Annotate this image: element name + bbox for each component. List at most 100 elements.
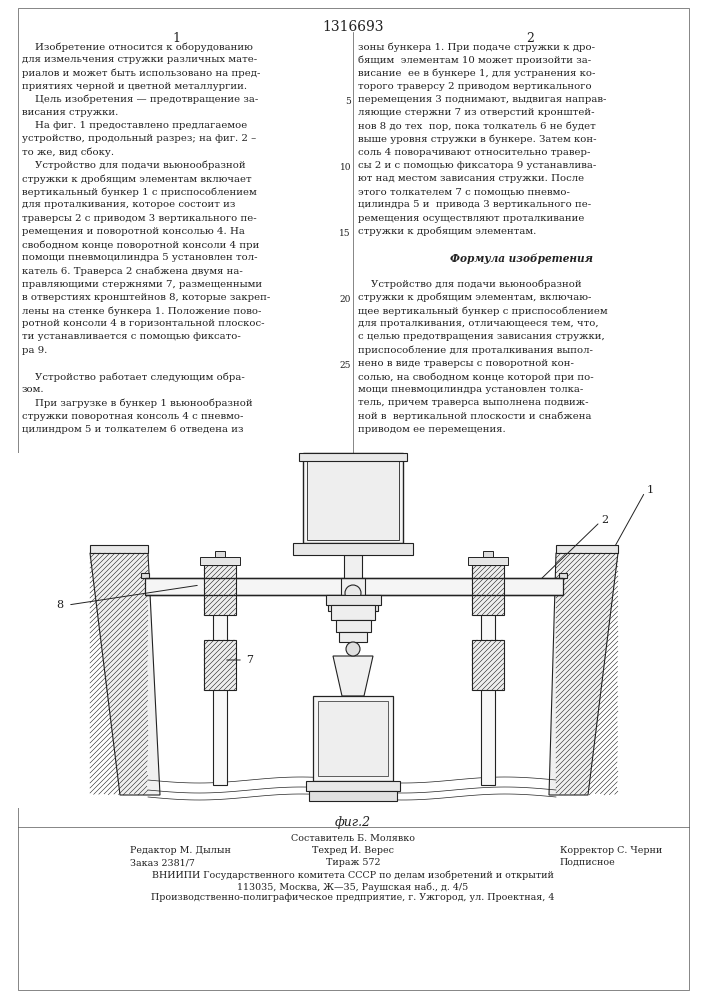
Bar bbox=[559, 573, 567, 578]
Text: торого траверсу 2 приводом вертикального: торого траверсу 2 приводом вертикального bbox=[358, 82, 592, 91]
Text: катель 6. Траверса 2 снабжена двумя на-: катель 6. Траверса 2 снабжена двумя на- bbox=[22, 266, 243, 276]
Text: риалов и может быть использовано на пред-: риалов и может быть использовано на пред… bbox=[22, 68, 260, 78]
Bar bbox=[200, 557, 240, 565]
Text: висание  ее в бункере 1, для устранения ко-: висание ее в бункере 1, для устранения к… bbox=[358, 68, 595, 78]
Text: стружки к дробящим элементам, включаю-: стружки к дробящим элементам, включаю- bbox=[358, 293, 591, 302]
Text: нено в виде траверсы с поворотной кон-: нено в виде траверсы с поворотной кон- bbox=[358, 359, 574, 368]
Text: для проталкивания, отличающееся тем, что,: для проталкивания, отличающееся тем, что… bbox=[358, 319, 599, 328]
Text: ремещения и поворотной консолью 4. На: ремещения и поворотной консолью 4. На bbox=[22, 227, 245, 236]
Bar bbox=[344, 555, 362, 585]
Text: 10: 10 bbox=[339, 163, 351, 172]
Text: Тираж 572: Тираж 572 bbox=[326, 858, 380, 867]
Text: перемещения 3 поднимают, выдвигая направ-: перемещения 3 поднимают, выдвигая направ… bbox=[358, 95, 607, 104]
Text: 5: 5 bbox=[345, 97, 351, 106]
Circle shape bbox=[345, 585, 361, 601]
Text: ляющие стержни 7 из отверстий кронштей-: ляющие стержни 7 из отверстий кронштей- bbox=[358, 108, 595, 117]
Text: ти устанавливается с помощью фиксато-: ти устанавливается с помощью фиксато- bbox=[22, 332, 241, 341]
Text: тель, причем траверса выполнена подвиж-: тель, причем траверса выполнена подвиж- bbox=[358, 398, 588, 407]
Text: правляющими стержнями 7, размещенными: правляющими стержнями 7, размещенными bbox=[22, 280, 262, 289]
Text: свободном конце поворотной консоли 4 при: свободном конце поворотной консоли 4 при bbox=[22, 240, 259, 249]
Text: цилиндра 5 и  привода 3 вертикального пе-: цилиндра 5 и привода 3 вертикального пе- bbox=[358, 200, 591, 209]
Text: приводом ее перемещения.: приводом ее перемещения. bbox=[358, 425, 506, 434]
Bar bbox=[293, 543, 413, 555]
Text: Устройство для подачи вьюнообразной: Устройство для подачи вьюнообразной bbox=[358, 280, 582, 289]
Bar bbox=[339, 632, 367, 642]
Text: 20: 20 bbox=[339, 295, 351, 304]
Text: ной в  вертикальной плоскости и снабжена: ной в вертикальной плоскости и снабжена bbox=[358, 412, 592, 421]
Text: 2: 2 bbox=[602, 515, 609, 525]
Text: Техред И. Верес: Техред И. Верес bbox=[312, 846, 394, 855]
Text: нов 8 до тех  пор, пока толкатель 6 не будет: нов 8 до тех пор, пока толкатель 6 не бу… bbox=[358, 121, 596, 131]
Text: фиг.2: фиг.2 bbox=[335, 816, 371, 829]
Text: с целью предотвращения зависания стружки,: с целью предотвращения зависания стружки… bbox=[358, 332, 604, 341]
Text: сы 2 и с помощью фиксатора 9 устанавлива-: сы 2 и с помощью фиксатора 9 устанавлива… bbox=[358, 161, 596, 170]
Text: ют над местом зависания стружки. После: ют над местом зависания стружки. После bbox=[358, 174, 584, 183]
Text: щее вертикальный бункер с приспособлением: щее вертикальный бункер с приспособление… bbox=[358, 306, 607, 316]
Text: Формула изобретения: Формула изобретения bbox=[450, 253, 592, 264]
Bar bbox=[213, 575, 227, 785]
Bar bbox=[481, 575, 495, 785]
Bar bbox=[204, 640, 236, 690]
Bar bbox=[326, 595, 381, 605]
Bar bbox=[336, 620, 371, 632]
Text: Цель изобретения — предотвращение за-: Цель изобретения — предотвращение за- bbox=[22, 95, 258, 104]
Bar bbox=[215, 551, 225, 557]
Bar bbox=[204, 565, 236, 615]
Text: 113035, Москва, Ж—35, Раушская наб., д. 4/5: 113035, Москва, Ж—35, Раушская наб., д. … bbox=[238, 882, 469, 892]
Bar bbox=[341, 578, 365, 611]
Text: Составитель Б. Молявко: Составитель Б. Молявко bbox=[291, 834, 415, 843]
Text: соль 4 поворачивают относительно травер-: соль 4 поворачивают относительно травер- bbox=[358, 148, 590, 157]
Bar bbox=[328, 601, 378, 611]
Polygon shape bbox=[549, 553, 618, 795]
Text: зоны бункера 1. При подаче стружки к дро-: зоны бункера 1. При подаче стружки к дро… bbox=[358, 42, 595, 51]
Text: устройство, продольный разрез; на фиг. 2 –: устройство, продольный разрез; на фиг. 2… bbox=[22, 134, 256, 143]
Bar bbox=[145, 578, 563, 595]
Text: висания стружки.: висания стружки. bbox=[22, 108, 118, 117]
Text: Подписное: Подписное bbox=[560, 858, 616, 867]
Bar bbox=[307, 456, 399, 540]
Text: Заказ 2381/7: Заказ 2381/7 bbox=[130, 858, 195, 867]
Bar bbox=[313, 696, 393, 781]
Bar bbox=[468, 557, 508, 565]
Text: стружки к дробящим элементам включает: стружки к дробящим элементам включает bbox=[22, 174, 252, 184]
Bar bbox=[331, 605, 375, 620]
Text: ротной консоли 4 в горизонтальной плоскос-: ротной консоли 4 в горизонтальной плоско… bbox=[22, 319, 264, 328]
Text: 1: 1 bbox=[172, 32, 180, 45]
Text: Производственно-полиграфическое предприятие, г. Ужгород, ул. Проектная, 4: Производственно-полиграфическое предприя… bbox=[151, 893, 555, 902]
Polygon shape bbox=[333, 656, 373, 696]
Bar bbox=[303, 453, 403, 543]
Text: ра 9.: ра 9. bbox=[22, 346, 47, 355]
Text: 1316693: 1316693 bbox=[322, 20, 384, 34]
Text: то же, вид сбоку.: то же, вид сбоку. bbox=[22, 148, 114, 157]
Bar bbox=[483, 551, 493, 557]
Text: для измельчения стружки различных мате-: для измельчения стружки различных мате- bbox=[22, 55, 257, 64]
Text: стружки к дробящим элементам.: стружки к дробящим элементам. bbox=[358, 227, 537, 236]
Text: 15: 15 bbox=[339, 229, 351, 238]
Bar bbox=[306, 781, 400, 791]
Text: вертикальный бункер 1 с приспособлением: вертикальный бункер 1 с приспособлением bbox=[22, 187, 257, 197]
Text: солью, на свободном конце которой при по-: солью, на свободном конце которой при по… bbox=[358, 372, 594, 381]
Text: Корректор С. Черни: Корректор С. Черни bbox=[560, 846, 662, 855]
Text: приятиях черной и цветной металлургии.: приятиях черной и цветной металлургии. bbox=[22, 82, 247, 91]
Text: Редактор М. Дылын: Редактор М. Дылын bbox=[130, 846, 231, 855]
Bar bbox=[299, 453, 407, 461]
Text: 1: 1 bbox=[646, 485, 653, 495]
Bar bbox=[18, 453, 689, 808]
Text: ремещения осуществляют проталкивание: ремещения осуществляют проталкивание bbox=[358, 214, 585, 223]
Text: 7: 7 bbox=[247, 655, 254, 665]
Text: ВНИИПИ Государственного комитета СССР по делам изобретений и открытий: ВНИИПИ Государственного комитета СССР по… bbox=[152, 871, 554, 880]
Text: этого толкателем 7 с помощью пневмо-: этого толкателем 7 с помощью пневмо- bbox=[358, 187, 570, 196]
Bar bbox=[472, 640, 504, 690]
Text: 2: 2 bbox=[526, 32, 534, 45]
Text: выше уровня стружки в бункере. Затем кон-: выше уровня стружки в бункере. Затем кон… bbox=[358, 134, 597, 144]
Bar bbox=[141, 573, 149, 578]
Text: 8: 8 bbox=[57, 600, 64, 610]
Text: для проталкивания, которое состоит из: для проталкивания, которое состоит из bbox=[22, 200, 235, 209]
Text: 25: 25 bbox=[339, 361, 351, 370]
Text: стружки поворотная консоль 4 с пневмо-: стружки поворотная консоль 4 с пневмо- bbox=[22, 412, 243, 421]
Text: При загрузке в бункер 1 вьюнообразной: При загрузке в бункер 1 вьюнообразной bbox=[22, 398, 252, 408]
Text: приспособление для проталкивания выпол-: приспособление для проталкивания выпол- bbox=[358, 346, 593, 355]
Text: помощи пневмоцилиндра 5 установлен тол-: помощи пневмоцилиндра 5 установлен тол- bbox=[22, 253, 257, 262]
Text: бящим  элементам 10 может произойти за-: бящим элементам 10 может произойти за- bbox=[358, 55, 591, 65]
Polygon shape bbox=[90, 545, 148, 553]
